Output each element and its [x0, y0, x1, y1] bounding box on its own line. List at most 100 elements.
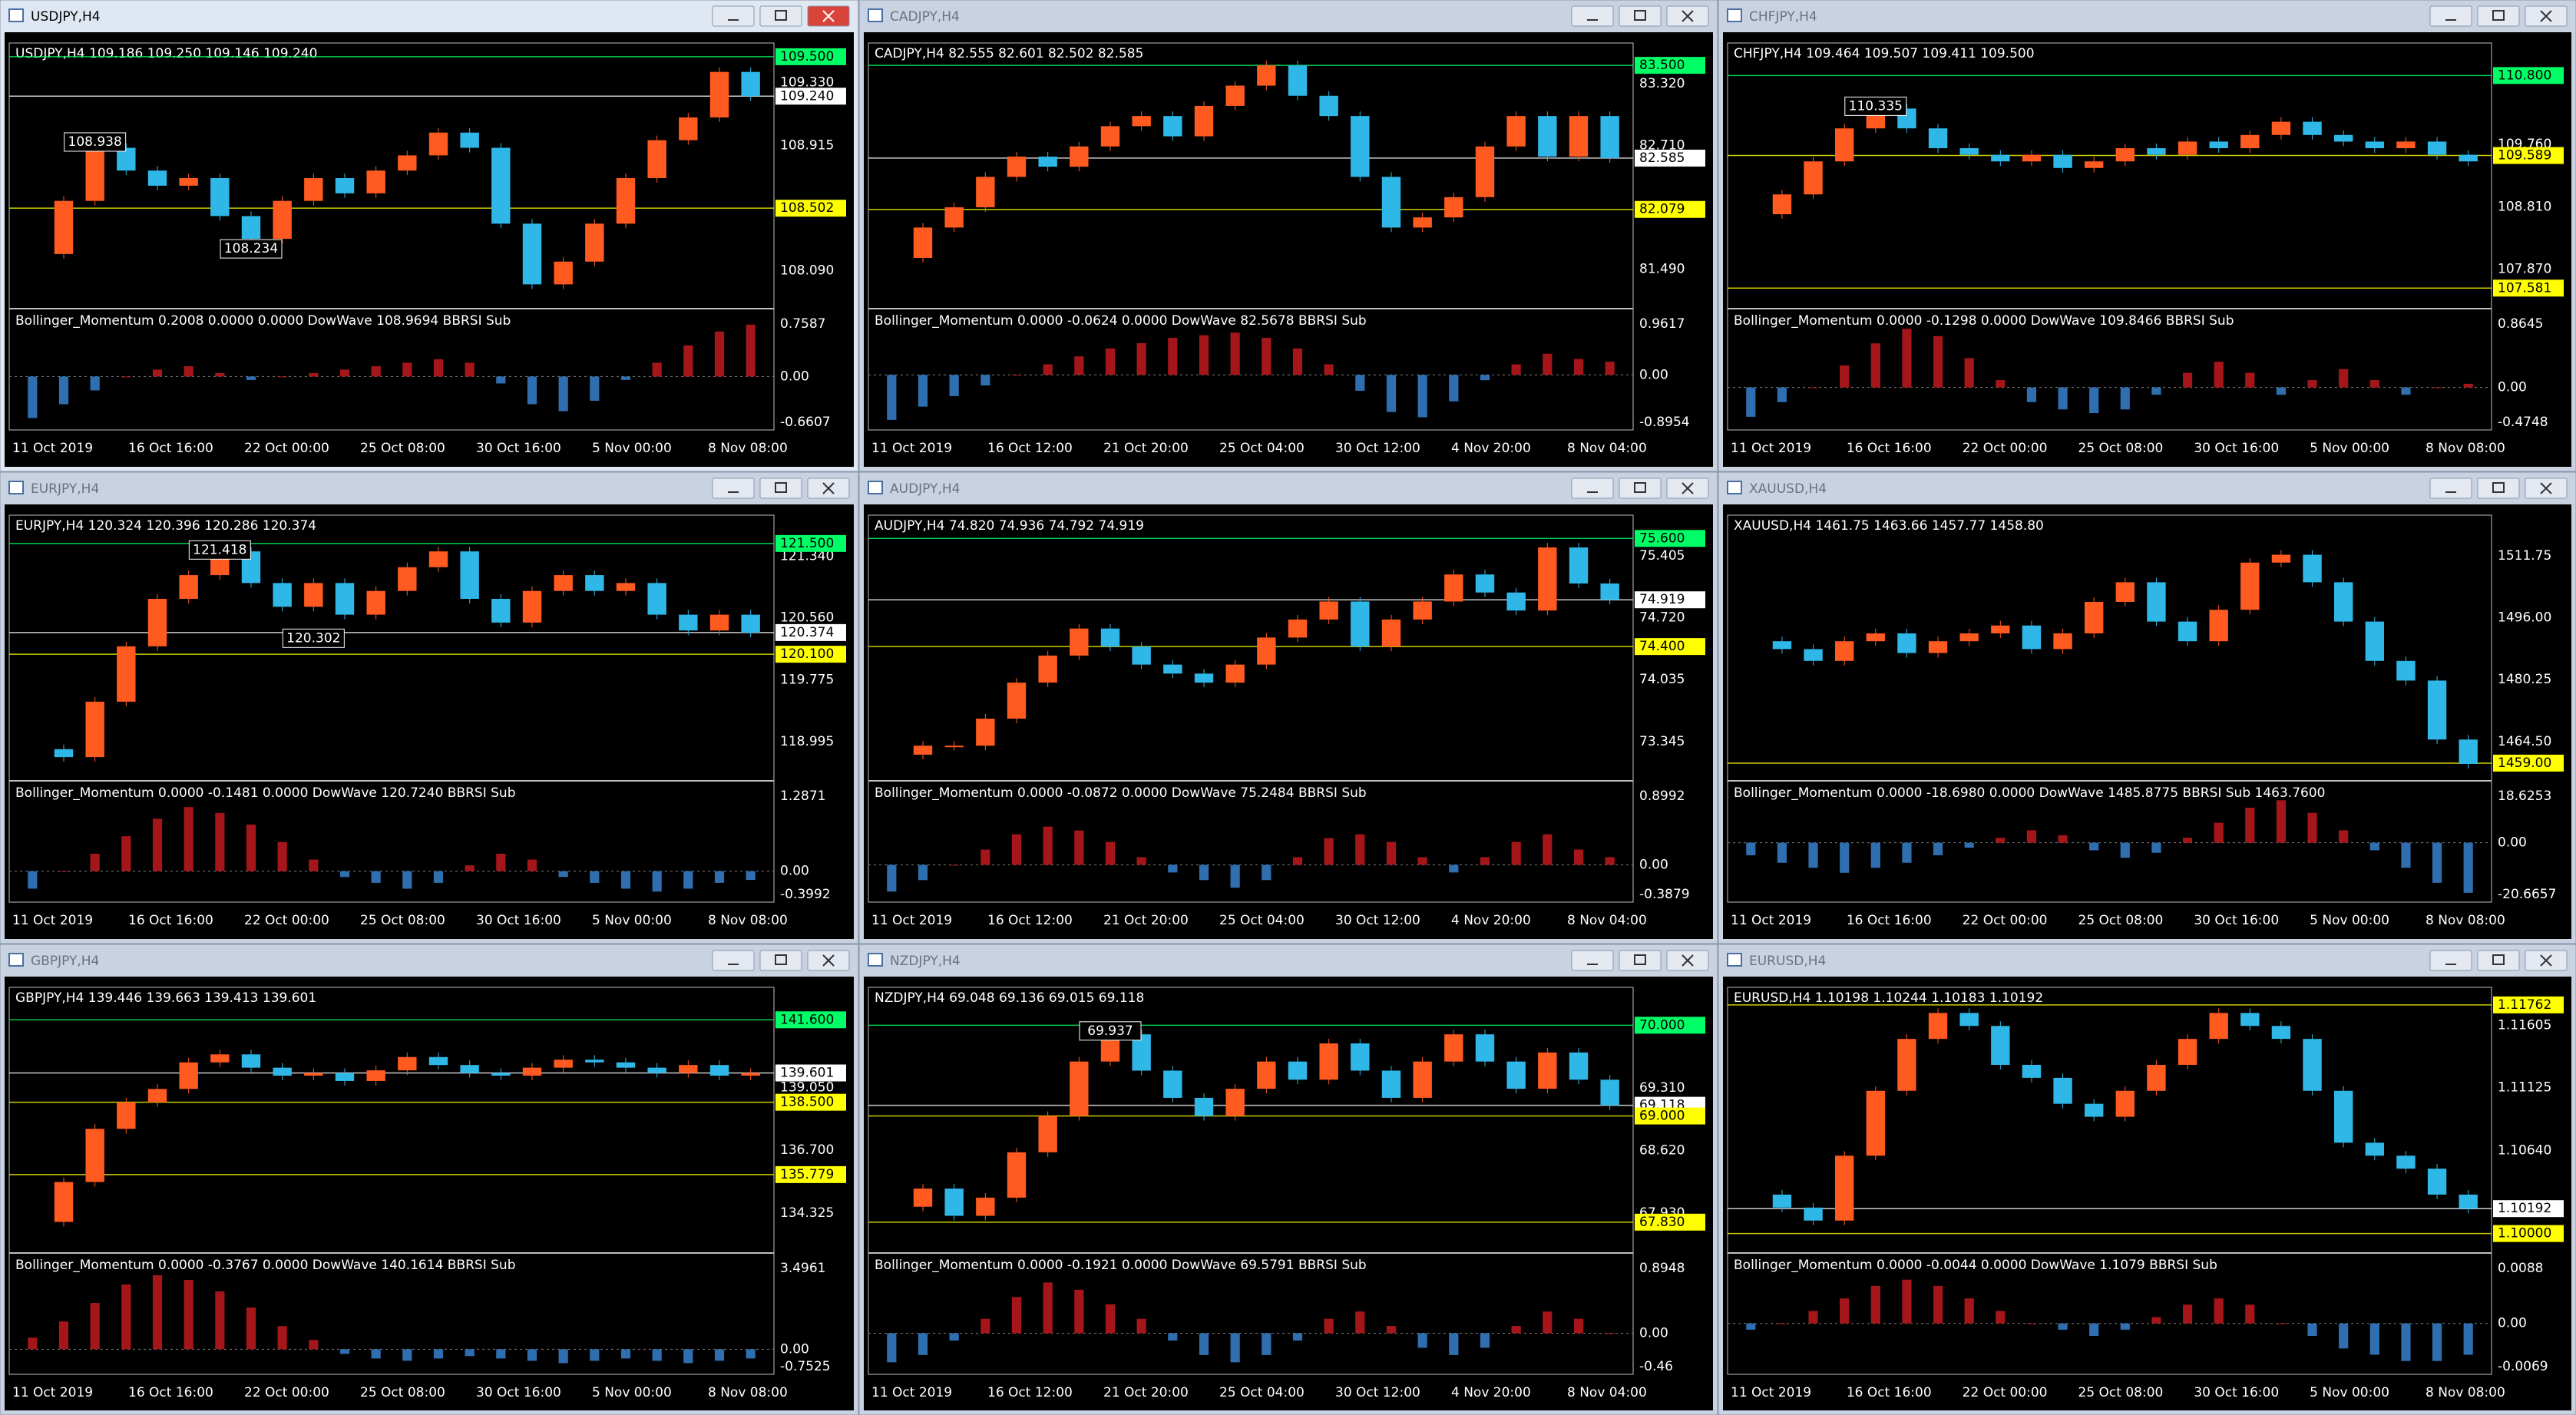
- maximize-button[interactable]: [759, 478, 802, 499]
- momentum-bar: [433, 359, 444, 377]
- chart-area: [5, 504, 854, 939]
- momentum-bar: [527, 1349, 537, 1361]
- candle: [1288, 65, 1308, 96]
- minimize-button[interactable]: [2429, 5, 2472, 27]
- minimize-button[interactable]: [1571, 478, 1614, 499]
- momentum-bar: [1043, 826, 1053, 865]
- window-icon: [8, 953, 24, 967]
- candle: [2427, 680, 2447, 740]
- chart-header: CHFJPY,H4 109.464 109.507 109.411 109.50…: [1734, 46, 2035, 61]
- momentum-bar: [2151, 387, 2161, 395]
- momentum-bar: [2276, 800, 2287, 843]
- minimize-button[interactable]: [712, 5, 755, 27]
- minimize-button[interactable]: [712, 478, 755, 499]
- momentum-bar: [184, 1279, 193, 1350]
- time-label: 16 Oct 12:00: [987, 1385, 1073, 1400]
- momentum-bar: [2026, 830, 2037, 843]
- price-tick-label: 82.710: [1639, 137, 1685, 153]
- momentum-bar: [215, 1291, 225, 1350]
- level-box: [1635, 1107, 1705, 1125]
- momentum-bar: [1449, 865, 1459, 873]
- momentum-bar: [1043, 364, 1053, 375]
- momentum-bar: [2214, 1298, 2224, 1324]
- candle: [273, 1067, 292, 1076]
- momentum-bar: [309, 372, 319, 377]
- level-label: 141.600: [780, 1012, 834, 1027]
- candle: [2178, 141, 2197, 155]
- momentum-bar: [402, 362, 412, 377]
- candle: [1804, 161, 1823, 195]
- level-label: 69.000: [1639, 1109, 1685, 1124]
- maximize-button[interactable]: [1619, 950, 1662, 971]
- momentum-bar: [746, 324, 756, 377]
- candle: [2303, 554, 2322, 583]
- time-label: 8 Nov 08:00: [2426, 1385, 2505, 1400]
- candle: [2115, 1090, 2135, 1117]
- candle: [522, 223, 542, 285]
- level-label: 109.240: [780, 88, 834, 104]
- indicator-tick-label: -0.6607: [780, 415, 831, 430]
- minimize-button[interactable]: [1571, 5, 1614, 27]
- momentum-bar: [1746, 1323, 1756, 1330]
- momentum-bar: [2463, 383, 2473, 388]
- momentum-bar: [58, 376, 69, 405]
- momentum-bar: [433, 1349, 444, 1359]
- price-annotation-box: [1844, 96, 1907, 116]
- momentum-bar: [496, 853, 506, 871]
- time-label: 11 Oct 2019: [12, 1385, 93, 1400]
- momentum-bar: [465, 362, 475, 377]
- time-label: 21 Oct 20:00: [1103, 913, 1189, 928]
- minimize-button[interactable]: [712, 950, 755, 971]
- momentum-bar: [2089, 1323, 2099, 1337]
- indicator-label: Bollinger_Momentum 0.0000 -0.1481 0.0000…: [15, 785, 516, 801]
- maximize-button[interactable]: [759, 5, 802, 27]
- momentum-bar: [558, 871, 568, 878]
- candle: [2115, 148, 2135, 162]
- time-label: 11 Oct 2019: [1731, 913, 1811, 928]
- candle: [522, 1067, 542, 1076]
- candle: [1506, 1061, 1526, 1089]
- momentum-bar: [590, 1349, 600, 1361]
- momentum-bar: [1230, 1333, 1240, 1363]
- candle: [1444, 1034, 1463, 1062]
- momentum-bar: [1964, 1298, 1974, 1324]
- plot-border: [1727, 987, 2492, 1375]
- momentum-bar: [887, 1333, 897, 1363]
- momentum-bar: [2089, 842, 2099, 851]
- maximize-button[interactable]: [1619, 5, 1662, 27]
- price-tick-label: 1.10640: [2498, 1142, 2551, 1158]
- indicator-tick-label: -0.8954: [1639, 415, 1690, 430]
- minimize-button[interactable]: [1571, 950, 1614, 971]
- momentum-bar: [620, 871, 631, 889]
- momentum-bar: [1043, 1282, 1053, 1334]
- momentum-bar: [1480, 857, 1490, 865]
- momentum-bar: [58, 871, 69, 872]
- momentum-bar: [1199, 335, 1209, 375]
- maximize-glyph: [775, 954, 787, 965]
- level-box: [775, 534, 846, 552]
- minimize-button[interactable]: [2429, 478, 2472, 499]
- momentum-bar: [949, 375, 959, 396]
- momentum-bar: [2339, 1323, 2349, 1349]
- candle: [1257, 1061, 1276, 1089]
- minimize-button[interactable]: [2429, 950, 2472, 971]
- maximize-button[interactable]: [759, 950, 802, 971]
- momentum-bar: [339, 1349, 350, 1354]
- candle: [1538, 547, 1557, 611]
- maximize-button[interactable]: [1619, 478, 1662, 499]
- momentum-bar: [2245, 1304, 2255, 1324]
- window-title: XAUUSD,H4: [1749, 481, 1827, 497]
- candle: [1600, 583, 1619, 600]
- maximize-button[interactable]: [2477, 950, 2520, 971]
- indicator-tick-label: 0.00: [2498, 1316, 2527, 1331]
- maximize-button[interactable]: [2477, 478, 2520, 499]
- time-label: 16 Oct 16:00: [1847, 1385, 1932, 1400]
- candle: [616, 583, 636, 591]
- maximize-button[interactable]: [2477, 5, 2520, 27]
- price-tick-label: 74.035: [1639, 672, 1685, 687]
- momentum-bar: [1543, 1311, 1553, 1334]
- momentum-bar: [1230, 865, 1240, 888]
- price-tick-label: 107.870: [2498, 261, 2551, 276]
- price-tick-label: 1496.00: [2498, 610, 2551, 625]
- candle: [241, 216, 261, 240]
